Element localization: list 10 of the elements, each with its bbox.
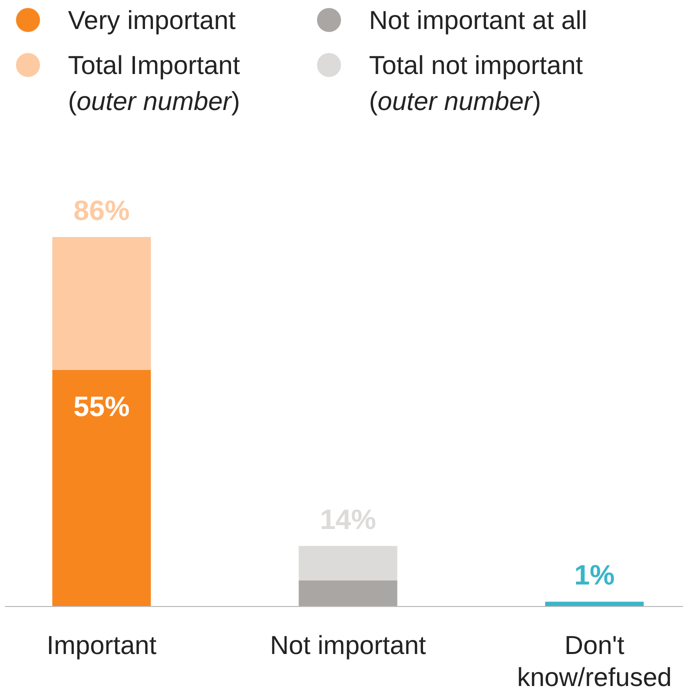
total-label: 86% xyxy=(74,195,130,226)
legend-label: Very important xyxy=(68,5,236,35)
x-tick-label: Important xyxy=(46,630,158,660)
data-label: 55% xyxy=(74,391,130,422)
x-tick-label: Don't know/refused xyxy=(517,630,672,692)
legend-label: Not important at all xyxy=(369,5,588,35)
legend-label: Total Important (outer number) xyxy=(68,50,241,116)
total-label: 1% xyxy=(574,560,615,591)
x-tick-label: Not important xyxy=(270,630,427,660)
legend-label: Total not important (outer number) xyxy=(369,50,584,116)
